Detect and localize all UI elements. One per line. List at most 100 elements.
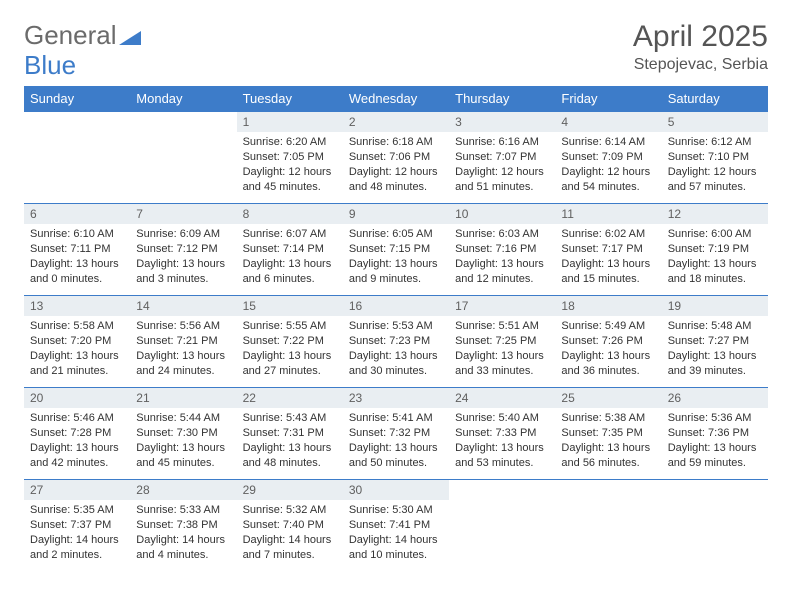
weekday-header: Monday [130,86,236,112]
day-info: Sunrise: 5:58 AMSunset: 7:20 PMDaylight:… [24,316,130,384]
weekday-header: Tuesday [237,86,343,112]
calendar-cell: 24Sunrise: 5:40 AMSunset: 7:33 PMDayligh… [449,388,555,480]
month-title: April 2025 [633,20,768,54]
weekday-header: Sunday [24,86,130,112]
day-number: 29 [237,480,343,500]
title-block: April 2025 Stepojevac, Serbia [633,20,768,74]
calendar-week-row: 13Sunrise: 5:58 AMSunset: 7:20 PMDayligh… [24,296,768,388]
day-info: Sunrise: 5:33 AMSunset: 7:38 PMDaylight:… [130,500,236,568]
calendar-cell: 20Sunrise: 5:46 AMSunset: 7:28 PMDayligh… [24,388,130,480]
day-number: 26 [662,388,768,408]
day-info: Sunrise: 6:20 AMSunset: 7:05 PMDaylight:… [237,132,343,200]
day-info: Sunrise: 6:00 AMSunset: 7:19 PMDaylight:… [662,224,768,292]
day-number: 13 [24,296,130,316]
day-number: 22 [237,388,343,408]
calendar-week-row: 1Sunrise: 6:20 AMSunset: 7:05 PMDaylight… [24,112,768,204]
calendar-cell: 22Sunrise: 5:43 AMSunset: 7:31 PMDayligh… [237,388,343,480]
day-info: Sunrise: 5:48 AMSunset: 7:27 PMDaylight:… [662,316,768,384]
calendar-cell: 11Sunrise: 6:02 AMSunset: 7:17 PMDayligh… [555,204,661,296]
calendar-cell: 19Sunrise: 5:48 AMSunset: 7:27 PMDayligh… [662,296,768,388]
day-info: Sunrise: 5:40 AMSunset: 7:33 PMDaylight:… [449,408,555,476]
calendar-cell: 23Sunrise: 5:41 AMSunset: 7:32 PMDayligh… [343,388,449,480]
calendar-cell: 3Sunrise: 6:16 AMSunset: 7:07 PMDaylight… [449,112,555,204]
day-number: 17 [449,296,555,316]
calendar-cell [449,480,555,572]
day-number: 14 [130,296,236,316]
day-number: 27 [24,480,130,500]
day-number: 1 [237,112,343,132]
day-number: 10 [449,204,555,224]
day-info: Sunrise: 6:16 AMSunset: 7:07 PMDaylight:… [449,132,555,200]
day-info: Sunrise: 5:43 AMSunset: 7:31 PMDaylight:… [237,408,343,476]
day-info: Sunrise: 5:38 AMSunset: 7:35 PMDaylight:… [555,408,661,476]
calendar-week-row: 27Sunrise: 5:35 AMSunset: 7:37 PMDayligh… [24,480,768,572]
calendar-cell: 21Sunrise: 5:44 AMSunset: 7:30 PMDayligh… [130,388,236,480]
day-info: Sunrise: 6:09 AMSunset: 7:12 PMDaylight:… [130,224,236,292]
logo-text-2: Blue [24,50,76,81]
day-number: 20 [24,388,130,408]
calendar-cell: 10Sunrise: 6:03 AMSunset: 7:16 PMDayligh… [449,204,555,296]
day-info: Sunrise: 5:30 AMSunset: 7:41 PMDaylight:… [343,500,449,568]
calendar-cell: 16Sunrise: 5:53 AMSunset: 7:23 PMDayligh… [343,296,449,388]
day-info: Sunrise: 5:35 AMSunset: 7:37 PMDaylight:… [24,500,130,568]
day-info: Sunrise: 6:14 AMSunset: 7:09 PMDaylight:… [555,132,661,200]
day-number: 18 [555,296,661,316]
header: General April 2025 Stepojevac, Serbia [24,20,768,74]
calendar-cell: 26Sunrise: 5:36 AMSunset: 7:36 PMDayligh… [662,388,768,480]
day-info: Sunrise: 6:03 AMSunset: 7:16 PMDaylight:… [449,224,555,292]
calendar-cell: 5Sunrise: 6:12 AMSunset: 7:10 PMDaylight… [662,112,768,204]
day-number: 23 [343,388,449,408]
weekday-header: Friday [555,86,661,112]
calendar-cell: 14Sunrise: 5:56 AMSunset: 7:21 PMDayligh… [130,296,236,388]
day-number: 7 [130,204,236,224]
day-number: 19 [662,296,768,316]
day-number: 8 [237,204,343,224]
day-info: Sunrise: 6:18 AMSunset: 7:06 PMDaylight:… [343,132,449,200]
calendar-cell: 2Sunrise: 6:18 AMSunset: 7:06 PMDaylight… [343,112,449,204]
day-number: 24 [449,388,555,408]
weekday-header-row: Sunday Monday Tuesday Wednesday Thursday… [24,86,768,112]
calendar-week-row: 20Sunrise: 5:46 AMSunset: 7:28 PMDayligh… [24,388,768,480]
day-info: Sunrise: 6:05 AMSunset: 7:15 PMDaylight:… [343,224,449,292]
day-number: 30 [343,480,449,500]
calendar-cell: 6Sunrise: 6:10 AMSunset: 7:11 PMDaylight… [24,204,130,296]
day-number: 15 [237,296,343,316]
day-number: 4 [555,112,661,132]
day-info: Sunrise: 5:41 AMSunset: 7:32 PMDaylight:… [343,408,449,476]
calendar-cell: 28Sunrise: 5:33 AMSunset: 7:38 PMDayligh… [130,480,236,572]
weekday-header: Saturday [662,86,768,112]
day-number: 3 [449,112,555,132]
calendar-cell: 1Sunrise: 6:20 AMSunset: 7:05 PMDaylight… [237,112,343,204]
calendar-cell [130,112,236,204]
calendar-cell: 25Sunrise: 5:38 AMSunset: 7:35 PMDayligh… [555,388,661,480]
calendar-cell: 17Sunrise: 5:51 AMSunset: 7:25 PMDayligh… [449,296,555,388]
day-number: 16 [343,296,449,316]
day-info: Sunrise: 5:36 AMSunset: 7:36 PMDaylight:… [662,408,768,476]
day-info: Sunrise: 6:07 AMSunset: 7:14 PMDaylight:… [237,224,343,292]
day-info: Sunrise: 5:55 AMSunset: 7:22 PMDaylight:… [237,316,343,384]
calendar-cell [662,480,768,572]
calendar-cell: 18Sunrise: 5:49 AMSunset: 7:26 PMDayligh… [555,296,661,388]
location-text: Stepojevac, Serbia [633,56,768,74]
calendar-cell: 27Sunrise: 5:35 AMSunset: 7:37 PMDayligh… [24,480,130,572]
calendar-cell: 4Sunrise: 6:14 AMSunset: 7:09 PMDaylight… [555,112,661,204]
day-number: 28 [130,480,236,500]
day-number: 25 [555,388,661,408]
calendar-cell: 9Sunrise: 6:05 AMSunset: 7:15 PMDaylight… [343,204,449,296]
day-info: Sunrise: 5:56 AMSunset: 7:21 PMDaylight:… [130,316,236,384]
day-info: Sunrise: 5:44 AMSunset: 7:30 PMDaylight:… [130,408,236,476]
logo: General [24,20,141,51]
day-info: Sunrise: 5:53 AMSunset: 7:23 PMDaylight:… [343,316,449,384]
calendar-body: 1Sunrise: 6:20 AMSunset: 7:05 PMDaylight… [24,112,768,572]
calendar-cell: 7Sunrise: 6:09 AMSunset: 7:12 PMDaylight… [130,204,236,296]
calendar-cell: 12Sunrise: 6:00 AMSunset: 7:19 PMDayligh… [662,204,768,296]
day-number: 9 [343,204,449,224]
weekday-header: Thursday [449,86,555,112]
day-number: 2 [343,112,449,132]
day-info: Sunrise: 5:49 AMSunset: 7:26 PMDaylight:… [555,316,661,384]
day-number: 11 [555,204,661,224]
calendar-cell [555,480,661,572]
calendar-cell [24,112,130,204]
day-number: 21 [130,388,236,408]
day-info: Sunrise: 6:02 AMSunset: 7:17 PMDaylight:… [555,224,661,292]
